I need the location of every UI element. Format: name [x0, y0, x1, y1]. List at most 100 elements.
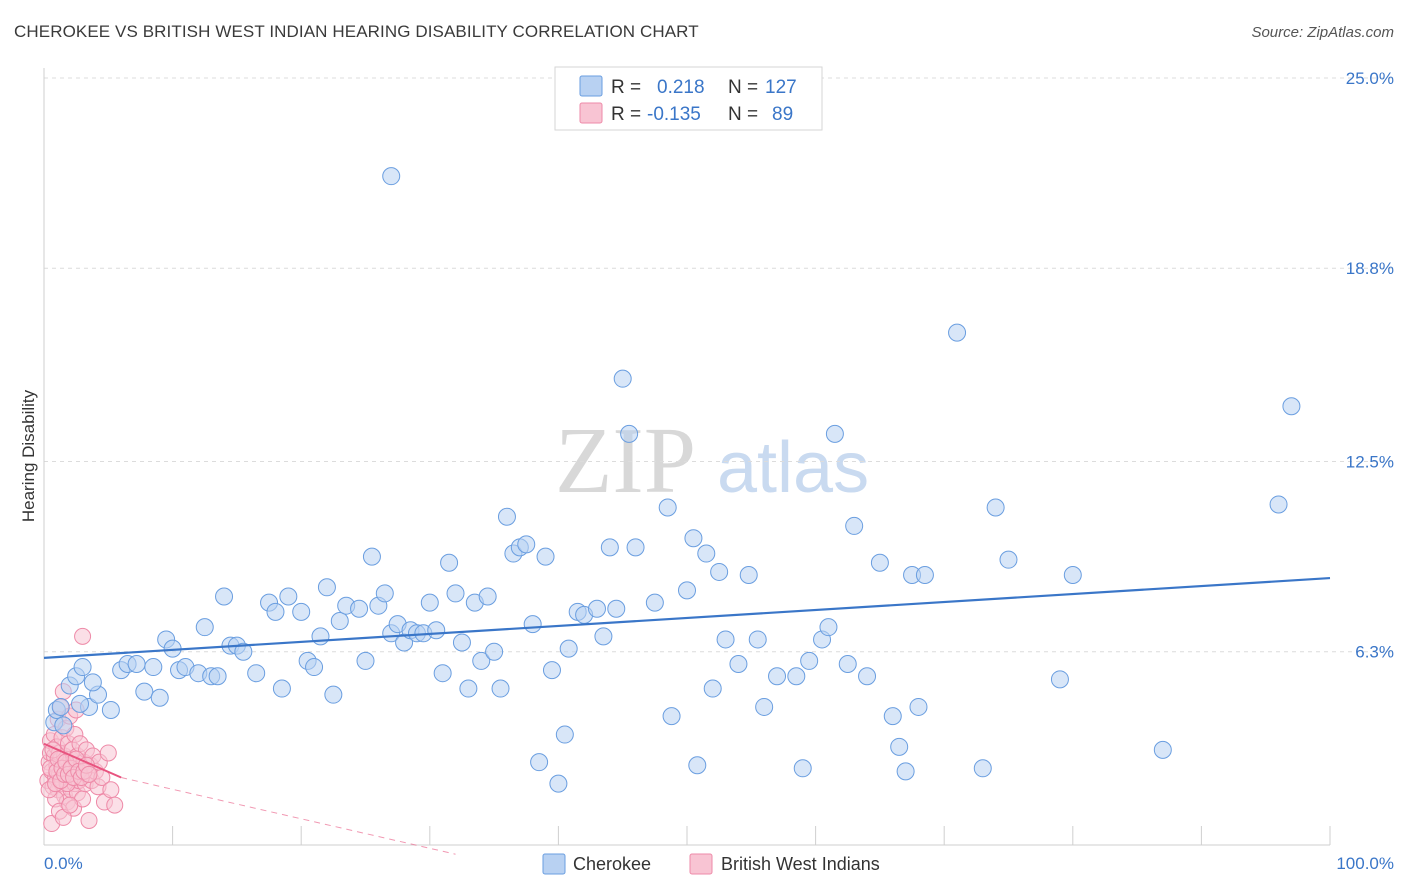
point-cherokee [697, 544, 716, 563]
point-cherokee [330, 612, 349, 631]
point-cherokee [559, 639, 578, 658]
point-cherokee [485, 642, 504, 661]
point-cherokee [793, 759, 812, 778]
point-cherokee [800, 651, 819, 670]
trend-line-bwi-extension [121, 777, 456, 855]
series-cherokee [45, 167, 1301, 793]
point-cherokee [101, 701, 120, 720]
point-cherokee [626, 538, 645, 557]
point-cherokee [542, 661, 561, 680]
trend-line-bwi [43, 742, 122, 779]
axes [43, 68, 1331, 846]
bottom-legend-swatch-cherokee [542, 853, 566, 875]
point-bwi [74, 627, 92, 645]
point-cherokee [247, 664, 266, 683]
point-cherokee [472, 651, 491, 670]
point-cherokee [150, 688, 169, 707]
point-cherokee [1269, 495, 1288, 514]
bottom-legend-label-cherokee: Cherokee [573, 854, 651, 874]
point-cherokee [51, 697, 70, 716]
point-bwi [80, 765, 98, 783]
x-tick-label-max: 100.0% [1336, 854, 1394, 873]
point-cherokee [986, 498, 1005, 517]
point-cherokee [523, 615, 542, 634]
point-cherokee [311, 627, 330, 646]
point-bwi [99, 744, 117, 762]
point-bwi [106, 796, 124, 814]
point-cherokee [819, 618, 838, 637]
point-cherokee [909, 697, 928, 716]
point-cherokee [478, 587, 497, 606]
source-label: Source: ZipAtlas.com [1251, 24, 1394, 41]
point-cherokee [739, 566, 758, 585]
point-cherokee [729, 654, 748, 673]
point-cherokee [1153, 740, 1172, 759]
point-cherokee [999, 550, 1018, 569]
point-cherokee [272, 679, 291, 698]
y-tick-label: 25.0% [1346, 69, 1394, 88]
point-cherokee [845, 516, 864, 535]
point-cherokee [620, 424, 639, 443]
point-cherokee [883, 707, 902, 726]
point-cherokee [607, 599, 626, 618]
point-cherokee [530, 753, 549, 772]
point-cherokee [491, 679, 510, 698]
legend-n-label-cherokee: N = [728, 77, 758, 98]
point-cherokee [362, 547, 381, 566]
point-cherokee [452, 633, 471, 652]
point-cherokee [292, 602, 311, 621]
point-cherokee [446, 584, 465, 603]
point-cherokee [497, 507, 516, 526]
stats-legend: R = 0.218 N = 127 R = -0.135 N = 89 [554, 66, 823, 131]
point-cherokee [375, 584, 394, 603]
x-tick-labels: 0.0% 100.0% [44, 854, 1394, 873]
point-cherokee [215, 587, 234, 606]
point-bwi [61, 796, 79, 814]
legend-r-value-cherokee: 0.218 [657, 77, 705, 98]
point-cherokee [915, 566, 934, 585]
point-cherokee [838, 654, 857, 673]
point-cherokee [135, 682, 154, 701]
legend-r-label-bwi: R = [611, 104, 641, 125]
point-cherokee [517, 535, 536, 554]
point-cherokee [549, 774, 568, 793]
point-cherokee [536, 547, 555, 566]
point-cherokee [195, 618, 214, 637]
y-tick-label: 6.3% [1355, 643, 1394, 662]
point-cherokee [73, 658, 92, 677]
watermark-zip: ZIP [555, 409, 696, 513]
point-cherokee [555, 725, 574, 744]
point-cherokee [748, 630, 767, 649]
point-cherokee [703, 679, 722, 698]
legend-swatch-bwi [579, 102, 603, 124]
point-bwi [80, 811, 98, 829]
series-legend: Cherokee British West Indians [542, 853, 880, 875]
point-cherokee [890, 737, 909, 756]
point-cherokee [613, 369, 632, 388]
point-cherokee [324, 685, 343, 704]
point-cherokee [1282, 397, 1301, 416]
point-cherokee [266, 602, 285, 621]
y-axis-label: Hearing Disability [19, 389, 38, 522]
point-cherokee [594, 627, 613, 646]
point-cherokee [420, 593, 439, 612]
y-tick-label: 18.8% [1346, 259, 1394, 278]
point-cherokee [71, 694, 90, 713]
point-cherokee [356, 651, 375, 670]
watermark-atlas: atlas [717, 428, 869, 508]
point-cherokee [305, 658, 324, 677]
point-cherokee [710, 562, 729, 581]
point-cherokee [317, 578, 336, 597]
legend-n-value-cherokee: 127 [765, 77, 797, 98]
point-cherokee [279, 587, 298, 606]
point-cherokee [688, 756, 707, 775]
bottom-legend-swatch-bwi [689, 853, 713, 875]
x-tick-label-min: 0.0% [44, 854, 83, 873]
point-cherokee [350, 599, 369, 618]
point-cherokee [587, 599, 606, 618]
point-cherokee [234, 642, 253, 661]
point-cherokee [716, 630, 735, 649]
point-cherokee [896, 762, 915, 781]
y-tick-labels: 6.3% 12.5% 18.8% 25.0% [1346, 69, 1394, 662]
point-cherokee [948, 323, 967, 342]
